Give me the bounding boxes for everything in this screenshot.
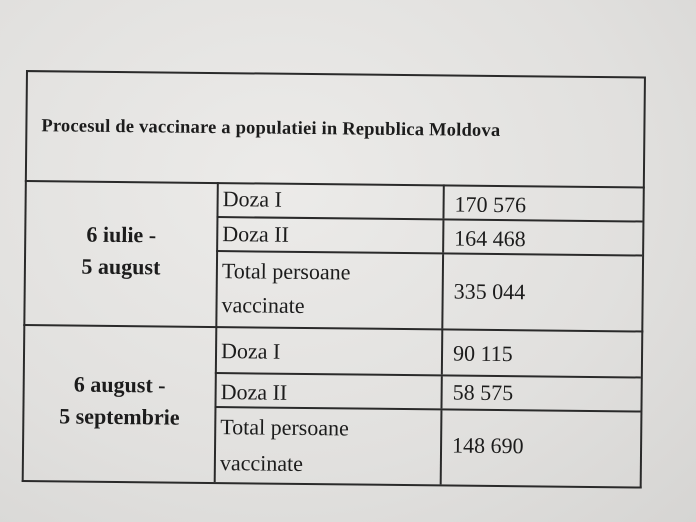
row-value: 335 044 [453,278,526,305]
row-label: Doza I [220,338,281,364]
period-label: 6 iulie - 5 august [26,218,217,284]
value-divider [441,254,445,329]
row-value: 90 115 [452,340,513,367]
table-row: Total persoane vaccinate 148 690 [214,408,641,486]
table-title: Procesul de vaccinare a populatiei in Re… [41,116,501,142]
period-label: 6 august - 5 septembrie [24,368,215,434]
row-value: 164 468 [454,225,526,252]
value-divider [440,376,443,409]
value-divider [440,328,444,375]
row-label-line1: Total persoane [220,414,349,441]
table-row: Doza I 170 576 [216,182,643,223]
row-label-line1: Total persoane [221,258,351,285]
period-label-line1: 6 august - [73,371,166,398]
period-label-line2: 5 august [81,253,161,280]
table-row: Doza I 90 115 [214,326,642,379]
row-value: 148 690 [451,432,524,459]
table-row: Total persoane vaccinate 335 044 [215,252,642,330]
value-divider [442,184,445,219]
table-row: Doza II 58 575 [214,374,641,413]
row-label-line2: vaccinate [221,292,305,318]
row-label: Doza I [222,186,283,212]
row-label-line2: vaccinate [219,450,304,476]
table-title-cell: Procesul de vaccinare a populatiei in Re… [24,70,646,189]
table-row: Doza II 164 468 [216,218,643,257]
row-label: Doza II [222,221,290,247]
period-block: 6 iulie - 5 august Doza I 170 576 Doza I… [23,180,645,333]
row-value: 170 576 [454,191,527,218]
row-value: 58 575 [452,379,514,406]
value-divider [442,220,445,253]
vaccination-table: Procesul de vaccinare a populatiei in Re… [18,70,650,489]
period-label-line2: 5 septembrie [59,403,180,430]
period-label-line1: 6 iulie - [86,221,157,248]
row-label: Doza II [220,379,288,405]
value-divider [439,410,443,485]
period-block: 6 august - 5 septembrie Doza I 90 115 Do… [21,324,644,489]
